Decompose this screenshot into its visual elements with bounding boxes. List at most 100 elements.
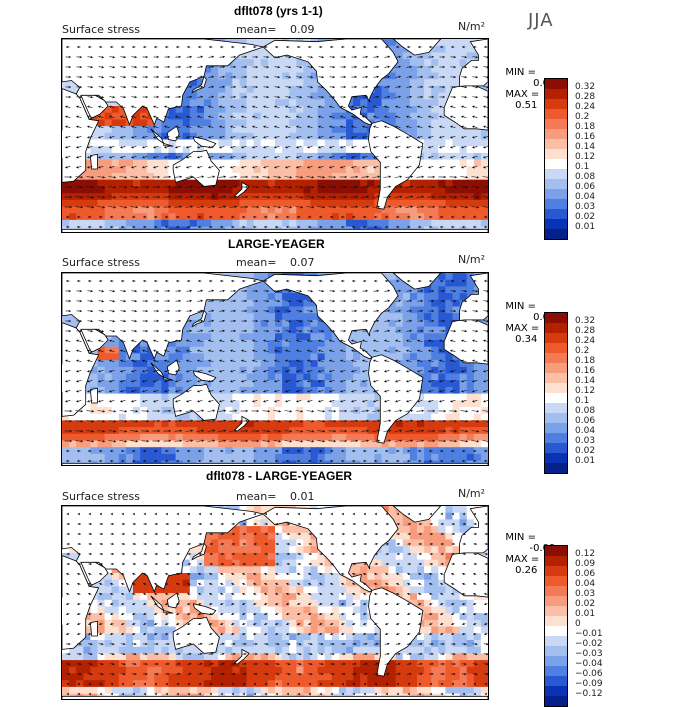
field-cell: [460, 414, 468, 421]
field-cell: [90, 434, 98, 441]
field-cell: [119, 414, 127, 421]
field-cell: [289, 160, 297, 167]
field-cell: [311, 160, 319, 167]
field-cell: [453, 394, 461, 401]
field-cell: [410, 119, 418, 126]
field-cell: [247, 441, 255, 448]
field-cell: [453, 133, 461, 140]
field-cell: [424, 307, 432, 314]
field-cell: [332, 400, 340, 407]
field-cell: [467, 207, 475, 214]
field-cell: [133, 153, 141, 160]
field-cell: [332, 380, 340, 387]
field-cell: [105, 207, 113, 214]
field-cell: [268, 153, 276, 160]
field-cell: [133, 434, 141, 441]
field-cell: [90, 213, 98, 220]
field-cell: [374, 93, 382, 100]
field-cell: [318, 414, 326, 421]
field-cell: [424, 186, 432, 193]
field-cell: [445, 307, 453, 314]
field-cell: [303, 374, 311, 381]
field-cell: [467, 441, 475, 448]
field-cell: [105, 420, 113, 427]
field-cell: [254, 133, 262, 140]
field-cell: [119, 119, 127, 126]
field-cell: [346, 160, 354, 167]
units-label: N/m²: [458, 20, 485, 33]
field-cell: [389, 86, 397, 93]
field-cell: [105, 220, 113, 227]
field-cell: [481, 394, 488, 401]
field-cell: [474, 414, 482, 421]
field-cell: [453, 434, 461, 441]
field-cell: [183, 146, 191, 153]
field-cell: [282, 73, 290, 80]
field-cell: [332, 374, 340, 381]
field-cell: [225, 407, 233, 414]
field-cell: [275, 327, 283, 334]
field-cell: [282, 414, 290, 421]
field-cell: [282, 434, 290, 441]
field-cell: [360, 333, 368, 340]
field-cell: [147, 407, 155, 414]
field-cell: [481, 420, 488, 427]
field-cell: [360, 374, 368, 381]
field-cell: [325, 394, 333, 401]
field-cell: [289, 340, 297, 347]
field-cell: [325, 347, 333, 354]
field-cell: [254, 153, 262, 160]
field-cell: [154, 180, 162, 187]
field-cell: [403, 327, 411, 334]
field-cell: [98, 133, 106, 140]
field-cell: [453, 146, 461, 153]
field-cell: [382, 99, 390, 106]
field-cell: [247, 52, 255, 59]
field-cell: [119, 394, 127, 401]
field-cell: [403, 333, 411, 340]
field-cell: [346, 186, 354, 193]
field-cell: [410, 113, 418, 120]
field-cell: [303, 434, 311, 441]
field-cell: [268, 106, 276, 113]
field-cell: [424, 140, 432, 147]
field-cell: [410, 340, 418, 347]
field-cell: [98, 367, 106, 374]
field-cell: [268, 140, 276, 147]
field-cell: [69, 447, 77, 454]
field-cell: [76, 454, 84, 461]
field-cell: [410, 353, 418, 360]
field-cell: [98, 140, 106, 147]
field-cell: [232, 133, 240, 140]
field-cell: [275, 353, 283, 360]
field-cell: [467, 153, 475, 160]
field-cell: [453, 200, 461, 207]
field-cell: [247, 140, 255, 147]
field-cell: [183, 367, 191, 374]
field-cell: [211, 79, 219, 86]
field-cell: [169, 153, 177, 160]
field-cell: [232, 113, 240, 120]
field-cell: [289, 59, 297, 66]
field-cell: [438, 307, 446, 314]
field-cell: [112, 414, 120, 421]
field-cell: [311, 414, 319, 421]
field-cell: [403, 441, 411, 448]
field-cell: [268, 367, 276, 374]
field-cell: [225, 93, 233, 100]
field-cell: [232, 200, 240, 207]
field-cell: [453, 286, 461, 293]
field-cell: [467, 160, 475, 167]
field-cell: [275, 99, 283, 106]
field-cell: [296, 99, 304, 106]
field-cell: [282, 200, 290, 207]
field-cell: [254, 180, 262, 187]
field-cell: [90, 200, 98, 207]
field-cell: [112, 434, 120, 441]
field-cell: [311, 220, 319, 227]
field-cell: [204, 119, 212, 126]
field-cell: [467, 220, 475, 227]
field-cell: [282, 160, 290, 167]
field-cell: [275, 79, 283, 86]
field-cell: [147, 447, 155, 454]
